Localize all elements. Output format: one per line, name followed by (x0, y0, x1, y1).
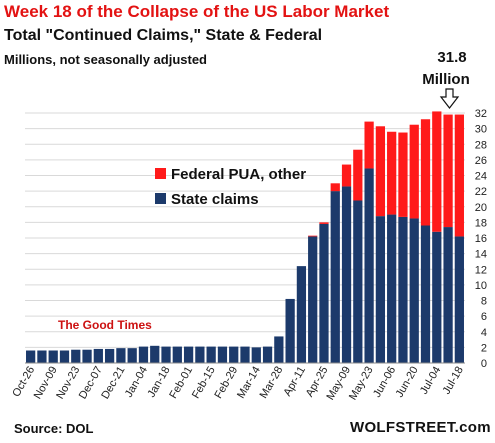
bar-state (409, 218, 419, 363)
bar-state (454, 236, 464, 363)
legend: Federal PUA, other State claims (155, 166, 306, 208)
bar-federal (398, 132, 408, 217)
bar-state (319, 223, 329, 363)
bar-state (26, 350, 36, 363)
x-tick-label: Jul-04 (418, 365, 443, 397)
bar-state (48, 350, 58, 363)
bar-state (59, 350, 70, 363)
bars (26, 111, 464, 363)
y-tick-label: 14 (475, 249, 487, 261)
bar-federal (353, 149, 363, 201)
x-tick-label: Jul-18 (441, 365, 466, 397)
bar-federal (308, 235, 318, 237)
bar-state (330, 191, 340, 363)
y-tick-label: 16 (475, 233, 487, 245)
bar-state (398, 216, 408, 363)
down-arrow-icon (439, 88, 460, 109)
bar-federal (409, 124, 419, 219)
y-tick-label: 8 (481, 296, 487, 308)
bar-state (229, 346, 239, 363)
bar-federal (387, 131, 397, 215)
legend-swatch-federal (155, 168, 166, 179)
bar-state (93, 348, 103, 363)
bar-state (150, 345, 160, 363)
bar-federal (454, 114, 464, 237)
last-value-label: 31.8 (437, 49, 466, 66)
y-tick-label: 20 (475, 202, 487, 214)
y-tick-label: 32 (475, 108, 487, 120)
y-tick-label: 2 (481, 342, 487, 354)
bar-state (432, 231, 442, 363)
bar-state (172, 346, 182, 363)
y-tick-label: 30 (475, 124, 487, 136)
y-tick-label: 4 (481, 327, 487, 339)
legend-label-state: State claims (171, 191, 259, 208)
bar-federal (432, 111, 442, 232)
y-tick-label: 0 (481, 358, 487, 370)
bar-state (116, 348, 126, 363)
bar-state (443, 227, 453, 363)
y-tick-label: 28 (475, 139, 487, 151)
bar-federal (364, 121, 374, 169)
brand-label: WOLFSTREET.com (350, 419, 491, 436)
y-tick-label: 24 (475, 171, 487, 183)
chart-subtitle: Total "Continued Claims," State & Federa… (4, 27, 323, 44)
bar-state (375, 216, 386, 363)
bar-state (341, 186, 352, 363)
y-tick-label: 18 (475, 217, 487, 229)
bar-state (353, 200, 363, 363)
bar-state (82, 349, 92, 363)
y-tick-label: 26 (475, 155, 487, 167)
bar-federal (319, 222, 329, 224)
bar-federal (375, 126, 386, 217)
bar-federal (420, 119, 431, 226)
bar-state (251, 347, 261, 363)
bar-state (138, 346, 149, 363)
bar-state (71, 349, 81, 363)
bar-state (195, 346, 205, 363)
bar-state (262, 346, 273, 363)
chart-title: Week 18 of the Collapse of the US Labor … (4, 2, 390, 21)
legend-label-federal: Federal PUA, other (171, 166, 306, 183)
bar-state (104, 348, 115, 363)
bar-state (308, 236, 318, 363)
good-times-label: The Good Times (58, 318, 152, 332)
bar-state (240, 346, 250, 363)
bar-state (274, 336, 284, 363)
y-tick-label: 22 (475, 186, 487, 198)
y-tick-label: 6 (481, 311, 487, 323)
bar-state (420, 225, 431, 363)
bar-state (37, 350, 47, 363)
bar-state (127, 348, 137, 363)
bar-federal (341, 164, 352, 187)
bar-state (285, 298, 295, 363)
bar-state (387, 214, 397, 363)
bar-state (364, 168, 374, 363)
legend-swatch-state (155, 193, 166, 204)
x-axis: Oct-26Nov-09Nov-23Dec-07Dec-21Jan-04Jan-… (10, 362, 466, 402)
bar-state (296, 266, 307, 363)
bar-state (206, 346, 216, 363)
unit-note: Millions, not seasonally adjusted (4, 52, 207, 67)
bar-federal (330, 183, 340, 192)
x-tick-label: Jun-20 (394, 365, 421, 400)
bar-state (161, 346, 171, 363)
bar-federal (443, 114, 453, 228)
y-tick-label: 10 (475, 280, 487, 292)
bar-state (183, 346, 194, 363)
bar-state (217, 346, 228, 363)
y-tick-label: 12 (475, 264, 487, 276)
annotations: The Good Times 31.8 Million (58, 49, 470, 332)
last-value-unit: Million (422, 71, 470, 88)
source-note: Source: DOL (14, 421, 94, 436)
